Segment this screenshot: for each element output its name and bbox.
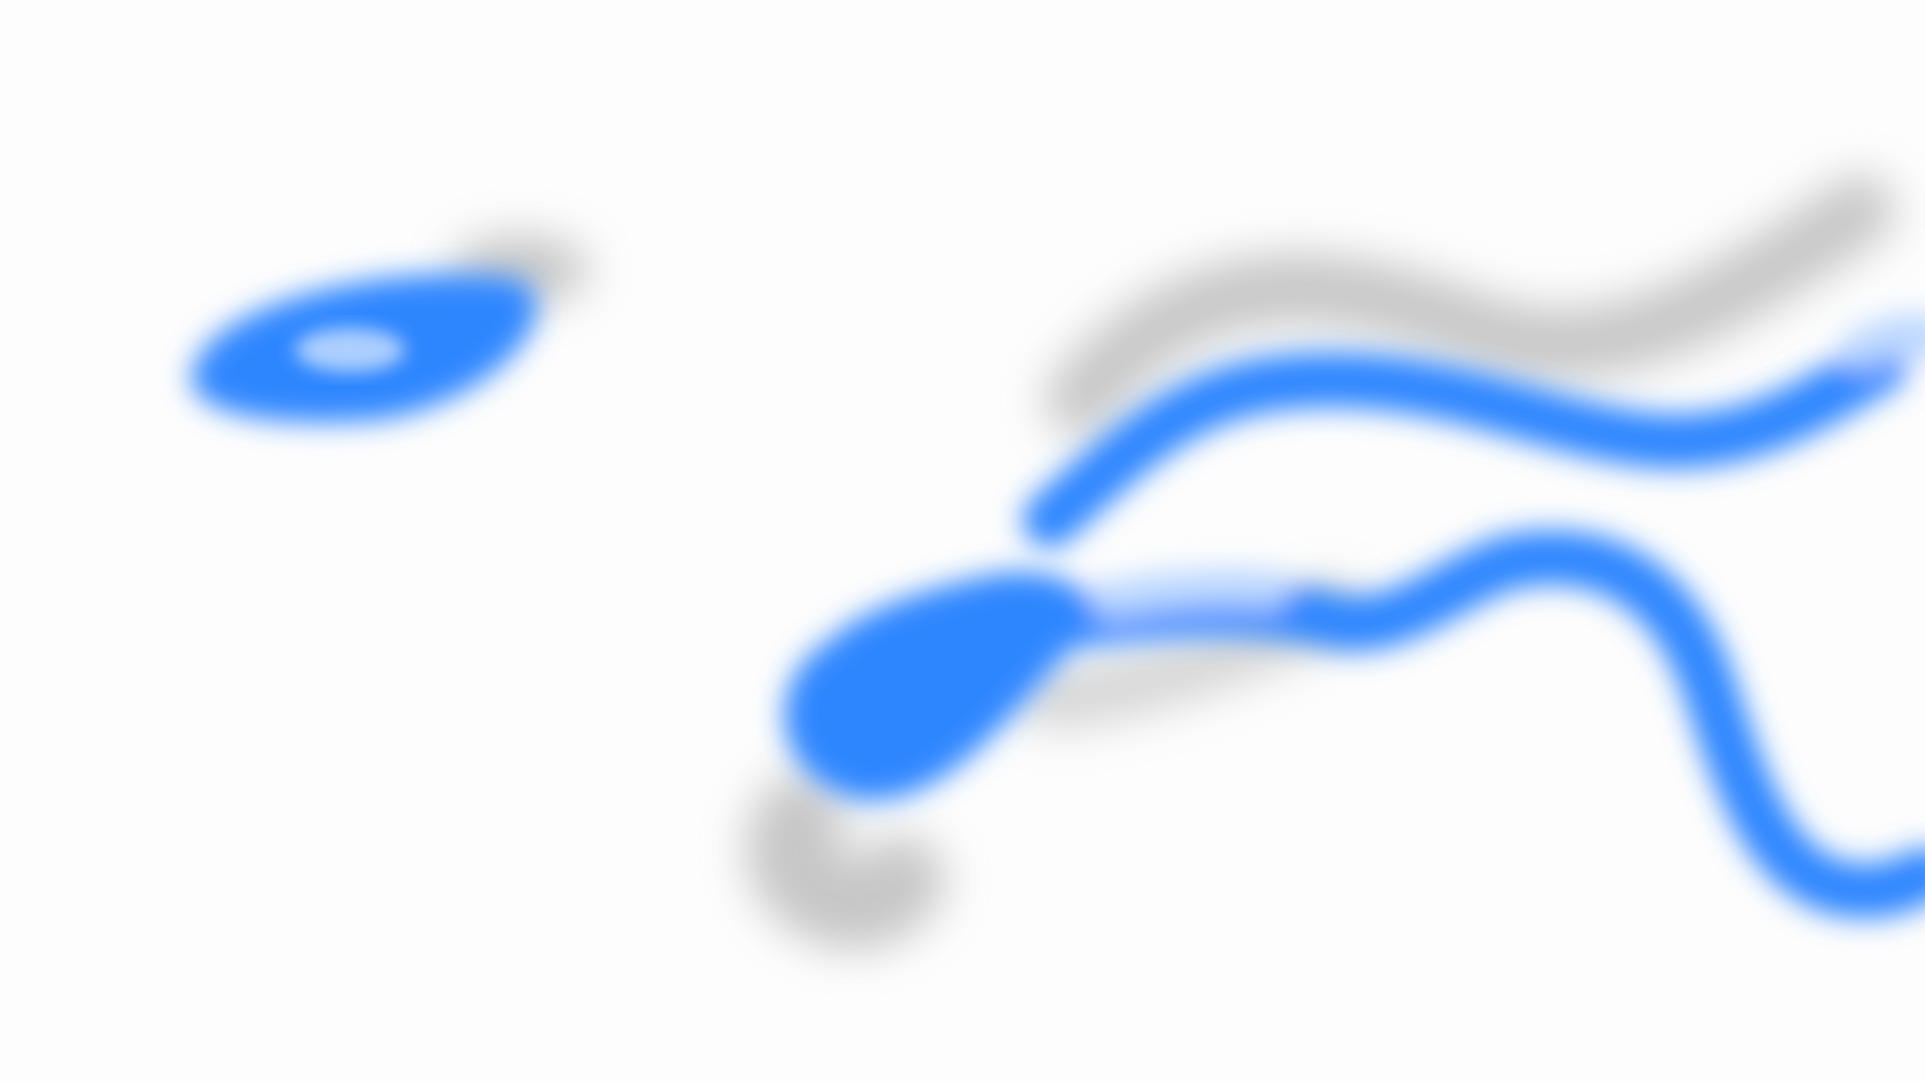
upper-blue-wave [1022,313,1925,548]
main-blue-stroke [784,530,1925,919]
upper-wave-shadow [1045,175,1895,435]
bottom-blob-shadow [745,775,945,950]
left-blue-blob [191,273,537,423]
